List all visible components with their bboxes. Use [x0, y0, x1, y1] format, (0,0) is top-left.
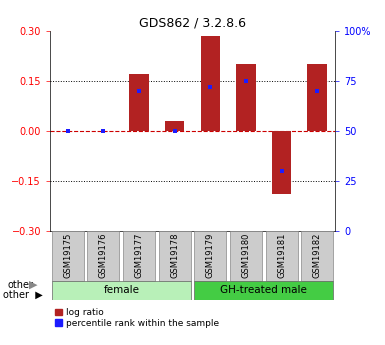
Text: GH-treated male: GH-treated male: [220, 286, 307, 295]
Bar: [201, 36, 220, 131]
Bar: [194, 231, 226, 281]
Legend: log ratio, percentile rank within the sample: log ratio, percentile rank within the sa…: [55, 308, 219, 328]
Bar: [230, 231, 262, 281]
Bar: [266, 231, 298, 281]
Bar: [52, 231, 84, 281]
Bar: [159, 231, 191, 281]
Bar: [194, 281, 333, 300]
Text: GSM19180: GSM19180: [241, 233, 250, 278]
Bar: [236, 65, 256, 131]
Text: other: other: [8, 280, 34, 289]
Text: GSM19176: GSM19176: [99, 233, 108, 278]
Text: GSM19178: GSM19178: [170, 233, 179, 278]
Bar: [87, 231, 119, 281]
Bar: [307, 65, 327, 131]
Text: GSM19181: GSM19181: [277, 233, 286, 278]
Title: GDS862 / 3.2.8.6: GDS862 / 3.2.8.6: [139, 17, 246, 30]
Text: GSM19182: GSM19182: [313, 233, 321, 278]
Text: other  ▶: other ▶: [3, 290, 42, 300]
Text: GSM19175: GSM19175: [64, 233, 72, 278]
Bar: [129, 75, 149, 131]
Text: GSM19179: GSM19179: [206, 233, 215, 278]
Text: female: female: [103, 286, 139, 295]
Bar: [301, 231, 333, 281]
Bar: [123, 231, 155, 281]
Text: ▶: ▶: [29, 280, 37, 289]
Bar: [272, 131, 291, 195]
Bar: [52, 281, 191, 300]
Text: GSM19177: GSM19177: [135, 233, 144, 278]
Bar: [165, 121, 184, 131]
